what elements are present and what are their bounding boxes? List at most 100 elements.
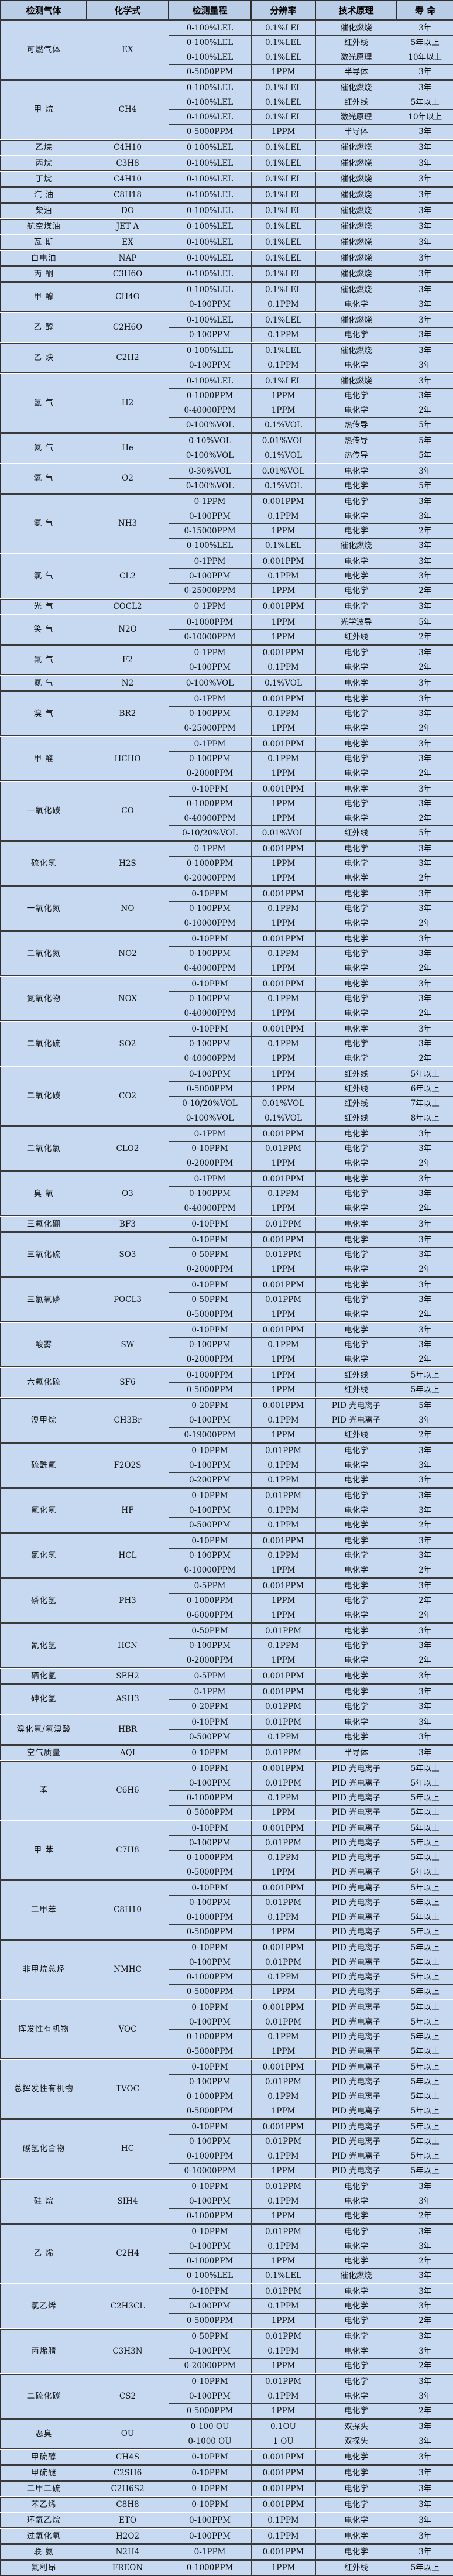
- resolution-cell: 0.01PPM: [250, 2283, 316, 2299]
- table-row: 0-1000PPM 0.1PPM PID 光电离子 5年以上: [1, 1910, 453, 1925]
- principle-cell: 电化学: [315, 735, 397, 752]
- formula-cell: C2H6S2: [86, 2480, 169, 2497]
- lifespan-cell: 3年: [396, 2389, 453, 2404]
- lifespan-cell: 3年: [396, 2448, 453, 2465]
- principle-cell: 电化学: [315, 568, 397, 584]
- lifespan-cell: 3年: [396, 1036, 453, 1051]
- resolution-cell: 0.1%LEL: [250, 218, 316, 235]
- lifespan-cell: 3年: [396, 202, 453, 219]
- table-row: 挥发性有机物 VOC 0-10PPM 0.001PPM PID 光电离子 5年以上: [0, 1999, 453, 2060]
- table-row: 0-1000PPM 0.1PPM PID 光电离子 5年以上: [1, 2089, 453, 2104]
- lifespan-cell: 3年: [396, 2239, 453, 2254]
- range-cell: 0-100PPM: [168, 2344, 252, 2359]
- lifespan-cell: 3年: [396, 1337, 453, 1352]
- column-header-2: 检测量程: [168, 0, 252, 21]
- gas-name-cell: 甲 苯: [0, 1820, 87, 1880]
- range-cell: 0-100PPM: [168, 2194, 252, 2209]
- gas-name-cell: 氮氧化物: [0, 975, 87, 1022]
- lifespan-cell: 3年: [396, 706, 453, 721]
- principle-cell: 电化学: [315, 1141, 397, 1156]
- principle-cell: 电化学: [315, 1503, 397, 1518]
- principle-cell: PID 光电离子: [315, 1865, 397, 1880]
- range-cell: 0-5PPM: [168, 1667, 252, 1684]
- formula-cell: SW: [86, 1321, 169, 1368]
- formula-cell: HC: [86, 2118, 169, 2179]
- principle-cell: 电化学: [315, 1352, 397, 1368]
- resolution-cell: 0.1PPM: [250, 1729, 316, 1745]
- table-row: 氮氧化物 NOX 0-10PPM 0.001PPM 电化学 3年: [0, 975, 453, 1022]
- resolution-cell: 0.1%LEL: [250, 139, 316, 156]
- lifespan-cell: 5年以上: [396, 2163, 453, 2179]
- table-row: 氯乙烯 C2H3CL 0-10PPM 0.01PPM 电化学 3年: [0, 2283, 453, 2329]
- table-row: 二硫化碳 CS2 0-10PPM 0.01PPM 电化学 3年: [0, 2373, 453, 2419]
- resolution-cell: 0.1PPM: [250, 1503, 316, 1518]
- range-cell: 0-10PPM: [168, 2496, 252, 2513]
- gas-name-cell: 酸雾: [0, 1321, 87, 1368]
- gas-name-cell: 白电油: [0, 249, 87, 266]
- range-cell: 0-1PPM: [168, 644, 252, 660]
- formula-cell: C8H8: [86, 2496, 169, 2513]
- lifespan-cell: 3年: [396, 735, 453, 752]
- lifespan-cell: 3年: [396, 2480, 453, 2497]
- resolution-cell: 0.1%LEL: [250, 109, 316, 125]
- resolution-cell: 0.01PPM: [250, 1442, 316, 1458]
- table-row: 0-100PPM 0.1PPM 电化学 3年: [1, 1186, 453, 1201]
- lifespan-cell: 3年: [396, 1729, 453, 1745]
- gas-name-cell: 甲 烷: [0, 79, 87, 140]
- resolution-cell: 0.001PPM: [250, 1170, 316, 1187]
- lifespan-cell: 3年: [396, 186, 453, 203]
- lifespan-cell: 3年: [396, 1638, 453, 1653]
- lifespan-cell: 3年: [396, 901, 453, 916]
- range-cell: 0-10%VOL: [168, 432, 252, 448]
- gas-name-cell: 溴化氢/氢溴酸: [0, 1714, 87, 1745]
- principle-cell: 电化学: [315, 2448, 397, 2465]
- lifespan-cell: 5年以上: [396, 1895, 453, 1910]
- gas-name-cell: 溴甲烷: [0, 1397, 87, 1443]
- principle-cell: 催化燃烧: [315, 79, 397, 95]
- resolution-cell: 1PPM: [250, 2403, 316, 2419]
- formula-cell: VOC: [86, 1999, 169, 2060]
- lifespan-cell: 3年: [396, 674, 453, 691]
- resolution-cell: 0.01%VOL: [250, 1096, 316, 1111]
- resolution-cell: 0.1PPM: [250, 706, 316, 721]
- formula-cell: HBR: [86, 1714, 169, 1745]
- range-cell: 0-100%VOL: [168, 448, 252, 464]
- resolution-cell: 0.001PPM: [250, 2543, 316, 2560]
- resolution-cell: 0.001PPM: [250, 553, 316, 569]
- principle-cell: 红外线: [315, 35, 397, 50]
- formula-cell: HCL: [86, 1532, 169, 1578]
- lifespan-cell: 3年: [396, 2298, 453, 2314]
- table-row: 0-5000PPM 1PPM 红外线 6年以上: [1, 1081, 453, 1097]
- lifespan-cell: 2年: [396, 1608, 453, 1623]
- gas-name-cell: 丁烷: [0, 170, 87, 187]
- range-cell: 0-100PPM: [168, 1066, 252, 1082]
- principle-cell: PID 光电离子: [315, 1879, 397, 1896]
- principle-cell: 电化学: [315, 2464, 397, 2481]
- table-row: 0-100PPM 0.01PPM PID 光电离子 5年以上: [1, 1895, 453, 1910]
- lifespan-cell: 3年: [396, 1458, 453, 1473]
- principle-cell: 电化学: [315, 598, 397, 615]
- table-row: 0-100PPM 0.1PPM 电化学 3年: [1, 2194, 453, 2209]
- resolution-cell: 0.1%VOL: [250, 1111, 316, 1126]
- table-row: 空气质量 AQI 0-10PPM 0.01PPM 半导体 3年: [0, 1744, 453, 1761]
- resolution-cell: 1PPM: [250, 523, 316, 539]
- principle-cell: PID 光电离子: [315, 2015, 397, 2030]
- range-cell: 0-1PPM: [168, 735, 252, 752]
- gas-name-cell: 挥发性有机物: [0, 1999, 87, 2060]
- lifespan-cell: 3年: [396, 1231, 453, 1248]
- table-row: 0-10000PPM 1PPM 红外线 2年: [1, 629, 453, 645]
- resolution-cell: 0.1%VOL: [250, 417, 316, 433]
- range-cell: 0-1000PPM: [168, 1910, 252, 1925]
- principle-cell: 电化学: [315, 916, 397, 931]
- principle-cell: PID 光电离子: [315, 2074, 397, 2089]
- lifespan-cell: 5年以上: [396, 1366, 453, 1383]
- range-cell: 0-10PPM: [168, 2373, 252, 2389]
- table-row: 磷化氢 PH3 0-5PPM 0.001PPM 电化学 3年: [0, 1577, 453, 1623]
- resolution-cell: 1PPM: [250, 2104, 316, 2119]
- resolution-cell: 1PPM: [250, 766, 316, 782]
- range-cell: 0-1000PPM: [168, 1593, 252, 1608]
- principle-cell: PID 光电离子: [315, 2104, 397, 2119]
- principle-cell: 电化学: [315, 780, 397, 797]
- resolution-cell: 0.1PPM: [250, 946, 316, 961]
- principle-cell: 双探头: [315, 2418, 397, 2434]
